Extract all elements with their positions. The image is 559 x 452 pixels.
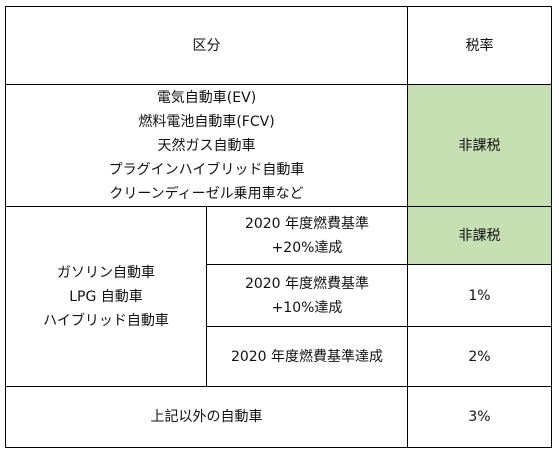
eco-vehicles-row: 電気自動車(EV) 燃料電池自動車(FCV) 天然ガス自動車 プラグインハイブリ… (5, 84, 552, 207)
tier-1-criteria: 2020 年度燃費基準 +20%達成 (206, 206, 408, 265)
tier-3-rate: 2% (407, 326, 552, 387)
vehicle-hybrid: ハイブリッド自動車 (43, 312, 169, 329)
header-row: 区分 税率 (5, 6, 552, 85)
tier-row-2: 2020 年度燃費基準 +10%達成 1% (6, 264, 552, 327)
vehicle-lpg: LPG 自動車 (69, 288, 143, 305)
eco-vehicle-diesel: クリーンディーゼル乗用車など (109, 185, 304, 202)
header-rate: 税率 (407, 6, 552, 85)
tier-3-criteria: 2020 年度燃費基準達成 (206, 326, 408, 387)
tier-1-rate: 非課税 (407, 206, 552, 265)
eco-vehicle-ev: 電気自動車(EV) (156, 89, 257, 106)
eco-vehicle-fcv: 燃料電池自動車(FCV) (138, 113, 275, 130)
tier-row-3: 2020 年度燃費基準達成 2% (6, 326, 552, 387)
gasoline-vehicles-list: ガソリン自動車 LPG 自動車 ハイブリッド自動車 (5, 206, 207, 387)
eco-vehicle-cng: 天然ガス自動車 (157, 137, 256, 154)
tier-3-criteria-line-1: 2020 年度燃費基準達成 (230, 348, 384, 365)
tier-1-criteria-line-1: 2020 年度燃費基準 (244, 215, 370, 232)
eco-vehicles-list: 電気自動車(EV) 燃料電池自動車(FCV) 天然ガス自動車 プラグインハイブリ… (5, 84, 408, 207)
eco-rate: 非課税 (407, 84, 552, 207)
other-rate: 3% (407, 386, 552, 448)
other-vehicles-label: 上記以外の自動車 (5, 386, 408, 448)
vehicle-gasoline: ガソリン自動車 (57, 264, 155, 281)
tier-row-1: ガソリン自動車 LPG 自動車 ハイブリッド自動車 2020 年度燃費基準 +2… (5, 206, 552, 387)
header-category: 区分 (5, 6, 408, 85)
tier-2-criteria-line-2: +10%達成 (271, 299, 343, 316)
tier-2-rate: 1% (407, 264, 552, 327)
tier-2-criteria-line-1: 2020 年度燃費基準 (244, 275, 370, 292)
other-vehicles-row: 上記以外の自動車 3% (5, 386, 552, 448)
tax-rate-table: 区分 税率 電気自動車(EV) 燃料電池自動車(FCV) 天然ガス自動車 プラグ… (5, 6, 552, 448)
eco-vehicle-phv: プラグインハイブリッド自動車 (108, 161, 305, 178)
tier-2-criteria: 2020 年度燃費基準 +10%達成 (206, 264, 408, 327)
tier-1-criteria-line-2: +20%達成 (271, 239, 343, 256)
